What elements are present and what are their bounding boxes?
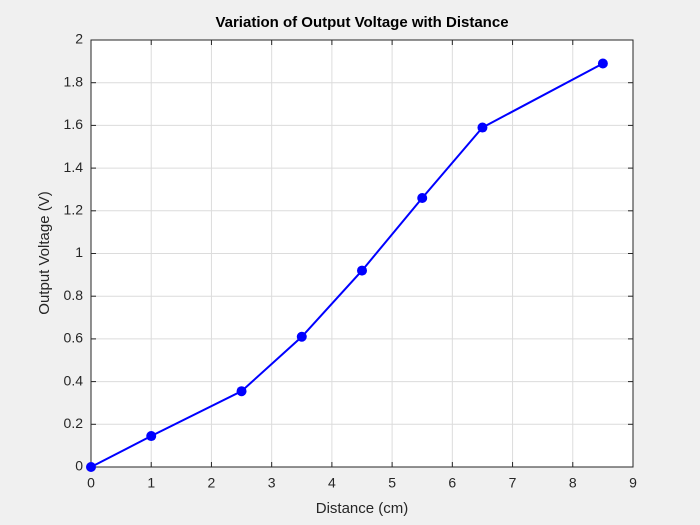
y-tick-label: 1.8 [64, 73, 84, 89]
y-axis-label: Output Voltage (V) [36, 191, 53, 314]
y-tick-label: 1.6 [64, 116, 84, 132]
data-point [296, 331, 307, 342]
data-point [236, 386, 247, 397]
x-tick-label: 5 [388, 475, 396, 491]
x-axis-label: Distance (cm) [316, 500, 409, 517]
y-tick-label: 1 [75, 244, 83, 260]
x-tick-label: 3 [268, 475, 276, 491]
y-tick-label: 0.8 [64, 287, 84, 303]
x-tick-label: 8 [569, 475, 577, 491]
x-tick-label: 9 [629, 475, 637, 491]
axes-box [90, 39, 634, 468]
data-point [357, 265, 367, 276]
x-tick-label: 4 [328, 475, 336, 491]
y-tick-label: 1.4 [64, 159, 84, 175]
data-point [86, 462, 96, 472]
x-tick-label: 7 [509, 475, 517, 491]
y-tick-label: 2 [75, 31, 83, 47]
x-tick-label: 2 [208, 475, 216, 491]
y-tick-label: 0.4 [64, 372, 84, 388]
x-tick-label: 0 [87, 475, 95, 491]
x-tick-label: 6 [448, 475, 456, 491]
data-line [90, 62, 604, 468]
data-point [597, 58, 608, 69]
x-tick-label: 1 [147, 475, 155, 491]
y-tick-label: 1.2 [64, 202, 84, 218]
y-tick-label: 0.2 [64, 415, 84, 431]
y-tick-label: 0 [75, 458, 83, 474]
chart-title: Variation of Output Voltage with Distanc… [215, 14, 508, 31]
data-point [146, 431, 157, 442]
data-point [417, 192, 428, 203]
data-point [477, 122, 488, 133]
y-tick-label: 0.6 [64, 330, 84, 346]
